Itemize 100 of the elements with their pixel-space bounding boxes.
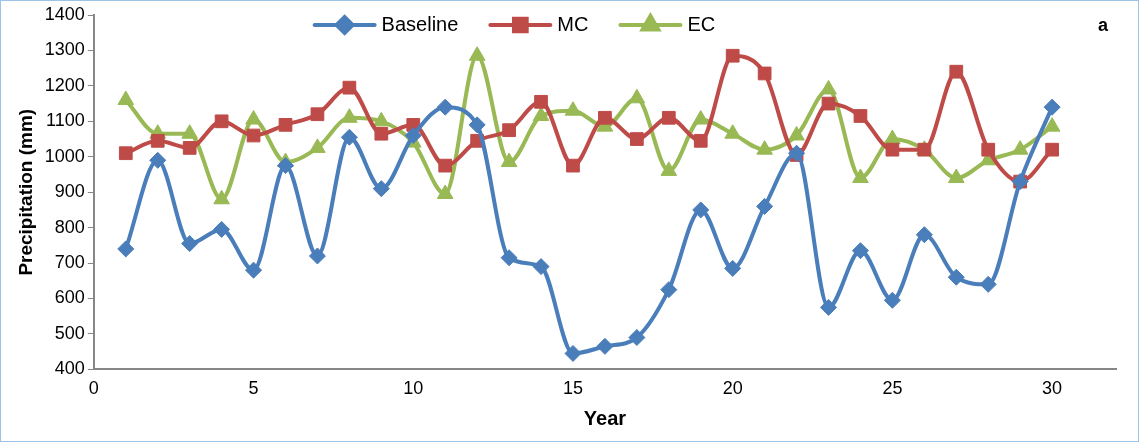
point <box>596 337 614 355</box>
legend-label: Baseline <box>381 12 459 35</box>
point <box>181 235 199 253</box>
y-tick-label: 500 <box>54 322 85 343</box>
point <box>341 108 358 123</box>
point <box>310 107 325 122</box>
point <box>500 152 518 168</box>
point <box>438 158 453 173</box>
point <box>468 116 486 134</box>
y-tick-label: 900 <box>54 181 85 202</box>
y-tick-label: 400 <box>54 358 85 379</box>
point <box>979 275 997 293</box>
x-tick-label: 5 <box>248 378 259 399</box>
point <box>532 258 550 276</box>
point <box>725 48 740 63</box>
point <box>468 46 486 61</box>
y-tick-label: 1000 <box>44 145 85 166</box>
point <box>182 141 197 155</box>
point <box>724 259 742 277</box>
point <box>534 94 548 109</box>
y-tick-label: 1200 <box>44 74 85 95</box>
point <box>820 298 838 316</box>
point <box>820 79 837 95</box>
point <box>213 189 230 205</box>
point <box>1011 140 1029 155</box>
point <box>692 110 710 125</box>
point <box>278 118 293 132</box>
point <box>117 240 135 258</box>
point <box>756 140 773 155</box>
x-tick-label: 30 <box>1042 378 1063 399</box>
x-tick-label: 0 <box>88 378 99 399</box>
point <box>660 281 678 299</box>
y-tick-label: 600 <box>54 287 85 308</box>
point <box>117 90 135 106</box>
point <box>915 226 933 244</box>
x-tick-label: 20 <box>722 378 743 399</box>
point <box>214 114 229 129</box>
point <box>404 127 422 144</box>
y-tick-label: 800 <box>54 216 85 237</box>
annotation: a <box>1097 14 1109 35</box>
point <box>118 146 133 161</box>
y-tick-label: 1100 <box>46 110 85 131</box>
point <box>724 124 741 139</box>
point <box>853 109 868 123</box>
point <box>947 268 965 286</box>
legend-label: MC <box>557 12 589 35</box>
point <box>949 64 964 79</box>
point <box>340 128 358 146</box>
point <box>308 247 326 265</box>
point <box>564 344 582 362</box>
point <box>947 168 965 184</box>
point <box>150 133 165 148</box>
point <box>277 157 294 175</box>
point <box>756 197 774 215</box>
point <box>1045 142 1059 157</box>
point <box>852 168 869 184</box>
point <box>245 261 263 279</box>
point <box>788 144 806 162</box>
y-tick-label: 1400 <box>44 3 85 24</box>
point <box>309 138 326 153</box>
x-tick-label: 10 <box>403 378 424 399</box>
point <box>564 101 582 116</box>
y-axis-title: Precipitation (mm) <box>14 108 36 276</box>
point <box>757 66 772 81</box>
point <box>630 132 644 146</box>
x-axis-title: Year <box>583 406 627 429</box>
point <box>884 129 901 145</box>
x-tick-label: 15 <box>562 378 583 399</box>
point <box>851 242 869 260</box>
point <box>436 184 454 199</box>
point <box>661 110 676 125</box>
point <box>502 123 516 138</box>
point <box>181 124 198 139</box>
point <box>245 110 262 125</box>
point <box>660 161 678 176</box>
point <box>500 249 518 267</box>
point <box>149 151 167 169</box>
point <box>821 96 836 111</box>
point <box>628 329 646 346</box>
point <box>532 106 550 121</box>
x-tick-label: 25 <box>882 378 903 399</box>
point <box>213 220 231 238</box>
point <box>374 126 389 141</box>
point <box>1043 117 1061 132</box>
point <box>693 133 708 148</box>
y-tick-label: 1300 <box>44 39 85 60</box>
point <box>788 126 805 141</box>
point <box>883 291 901 309</box>
y-tick-label: 700 <box>54 252 85 273</box>
point <box>885 142 900 157</box>
point <box>246 128 261 143</box>
point <box>436 98 454 116</box>
point <box>566 158 580 173</box>
point <box>981 142 996 157</box>
point <box>692 201 710 219</box>
legend-label: EC <box>687 12 716 35</box>
point <box>598 110 612 125</box>
point <box>1043 98 1061 116</box>
point <box>373 111 390 127</box>
point <box>372 180 390 198</box>
